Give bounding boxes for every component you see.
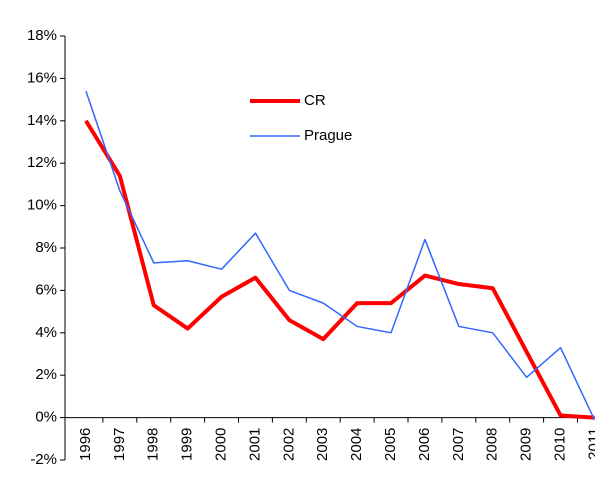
- x-tick-label: 2009: [518, 428, 535, 461]
- x-tick-label: 2006: [416, 428, 433, 461]
- y-tick-label: -2%: [30, 451, 57, 468]
- y-tick-label: 10%: [27, 197, 57, 214]
- x-tick-label: 1999: [179, 428, 196, 461]
- x-tick-label: 2005: [382, 428, 399, 461]
- x-tick-label: 1998: [145, 428, 162, 461]
- x-tick-label: 2004: [348, 428, 365, 461]
- y-tick-label: 16%: [27, 69, 57, 86]
- x-tick-label: 2007: [450, 428, 467, 461]
- series-line: [85, 90, 595, 421]
- x-tick-label: 2002: [280, 428, 297, 461]
- series-line: [84, 119, 595, 420]
- legend-label: CR: [304, 92, 326, 109]
- x-tick-label: 2000: [213, 428, 230, 461]
- y-tick-label: 2%: [35, 366, 57, 383]
- x-tick-label: 2003: [314, 428, 331, 461]
- legend-label: Prague: [304, 127, 352, 144]
- y-tick-label: 4%: [35, 324, 57, 341]
- x-tick-label: 2001: [246, 428, 263, 461]
- y-tick-label: 12%: [27, 154, 57, 171]
- y-tick-label: 14%: [27, 112, 57, 129]
- x-tick-label: 2011: [585, 428, 595, 460]
- x-tick-label: 1997: [111, 428, 128, 461]
- y-tick-label: 0%: [35, 409, 57, 426]
- x-tick-label: 2008: [484, 428, 501, 461]
- y-tick-label: 6%: [35, 281, 57, 298]
- y-tick-label: 8%: [35, 239, 57, 256]
- x-tick-label: 2010: [552, 428, 569, 461]
- y-tick-label: 18%: [27, 27, 57, 44]
- x-tick-label: 1996: [77, 428, 94, 461]
